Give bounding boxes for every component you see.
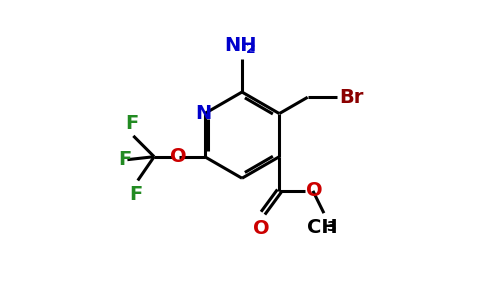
Text: F: F: [125, 114, 138, 133]
Text: F: F: [118, 150, 131, 169]
Text: N: N: [195, 104, 212, 123]
Text: O: O: [169, 147, 186, 166]
Text: Br: Br: [339, 88, 363, 107]
Text: NH: NH: [224, 36, 257, 55]
Text: O: O: [306, 182, 323, 200]
Text: 3: 3: [326, 220, 335, 234]
Text: O: O: [253, 219, 270, 238]
Text: F: F: [130, 185, 143, 204]
Text: CH: CH: [307, 218, 338, 237]
Text: 2: 2: [246, 42, 256, 56]
